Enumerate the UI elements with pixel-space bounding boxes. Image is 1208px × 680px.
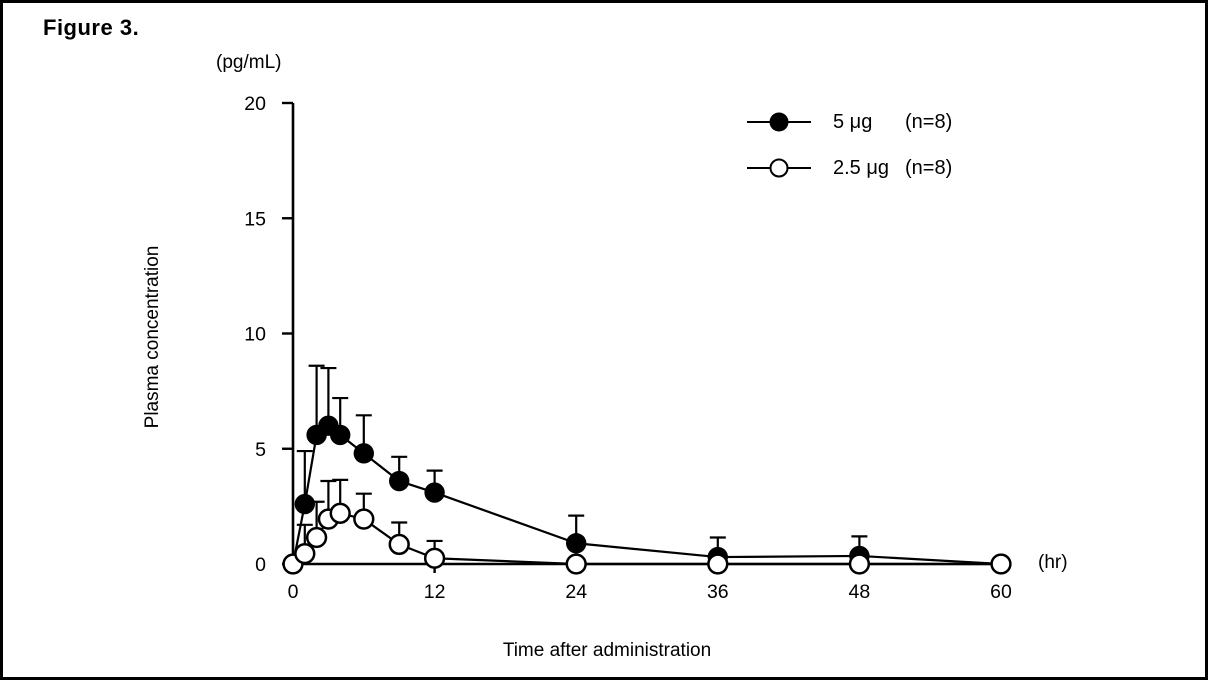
data-point-filled [389,470,410,492]
plot-area: 0 5 10 15 20 0 12 24 36 48 60 [244,93,1012,603]
x-tick-label-60: 60 [990,581,1012,603]
filled-circle-icon [769,112,789,132]
data-point-open [305,526,328,549]
data-point-filled [294,493,315,515]
x-tick-label-12: 12 [424,581,446,603]
legend-marker-open [747,157,811,179]
data-point-open [294,542,316,565]
y-tick-label-5: 5 [255,439,266,461]
data-point-open [329,502,351,524]
x-tick-label-36: 36 [707,581,729,603]
legend-marker-filled [747,111,811,133]
x-tick-label-24: 24 [565,581,587,603]
data-point-filled [330,424,351,446]
y-tick-label-15: 15 [244,208,266,230]
legend: 5 μg (n=8) 2.5 μg (n=8) [747,99,952,191]
legend-count: (n=8) [905,110,953,133]
data-point-open [423,547,446,569]
y-tick-label-10: 10 [244,324,266,346]
legend-label: 5 μg [833,110,873,133]
y-tick-label-20: 20 [244,93,266,115]
figure-label: Figure 3. [43,15,140,40]
data-point-open [565,553,587,575]
x-tick-label-48: 48 [849,581,871,603]
legend-item-5ug: 5 μg (n=8) [747,99,952,145]
series-line-0 [291,424,1002,566]
x-tick-label-0: 0 [288,581,299,603]
y-tick-label-0: 0 [255,554,266,576]
data-point-open [848,553,871,575]
x-axis-title: Time after administration [502,640,712,661]
data-point-filled [424,482,445,503]
data-point-open [990,553,1012,575]
data-point-filled [353,443,374,464]
legend-label: 2.5 μg [833,156,890,179]
data-point-filled [566,533,587,554]
y-axis-unit-label: (pg/mL) [216,52,282,73]
data-point-open [353,508,375,530]
data-point-open [388,533,410,556]
data-point-open [707,553,729,575]
open-circle-icon [769,158,789,178]
x-axis-unit-label: (hr) [1038,552,1068,573]
legend-count: (n=8) [905,156,953,179]
legend-item-2-5ug: 2.5 μg (n=8) [747,145,952,191]
